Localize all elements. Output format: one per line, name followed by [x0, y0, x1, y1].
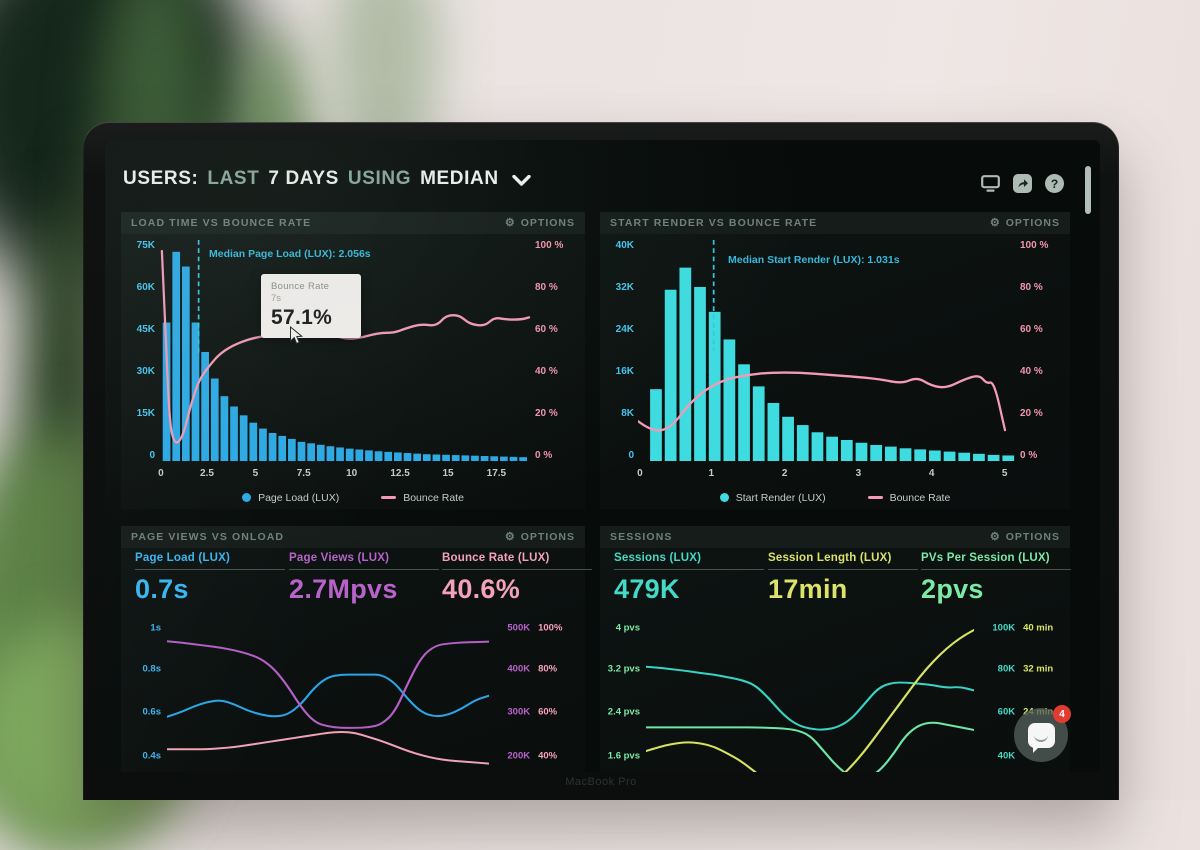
y-axis-left: 40K 32K 24K 16K 8K 0 — [615, 240, 634, 461]
laptop: MacBook Pro USERS: LAST 7 DAYS USING MED… — [83, 122, 1119, 800]
metric-session-length: Session Length (LUX) 17min — [768, 552, 918, 605]
load-time-chart[interactable] — [159, 240, 531, 461]
median-annotation: Median Page Load (LUX): 2.056s — [209, 248, 371, 260]
panel-load-time-vs-bounce-rate: LOAD TIME VS BOUNCE RATE ⚙ OPTIONS 75K 60… — [121, 212, 585, 509]
options-label: OPTIONS — [1005, 531, 1060, 543]
legend-page-load[interactable]: Page Load (LUX) — [242, 492, 339, 504]
options-label: OPTIONS — [520, 217, 575, 229]
gear-icon: ⚙ — [504, 530, 516, 543]
y-axis-left: 1s 0.8s 0.6s 0.4s — [142, 622, 162, 762]
panel-title: PAGE VIEWS VS ONLOAD — [131, 531, 285, 543]
metric-pvs-per-session: PVs Per Session (LUX) 2pvs — [921, 552, 1071, 605]
laptop-brand-text: MacBook Pro — [565, 776, 637, 788]
mouse-cursor-icon — [290, 326, 304, 345]
panel-page-views-vs-onload: PAGE VIEWS VS ONLOAD ⚙ OPTIONS Page Load… — [121, 526, 592, 772]
chat-bubble-icon — [1027, 722, 1055, 753]
sessions-chart[interactable] — [646, 622, 974, 772]
median-annotation: Median Start Render (LUX): 1.031s — [728, 254, 900, 266]
panel-start-render-vs-bounce-rate: START RENDER VS BOUNCE RATE ⚙ OPTIONS 40… — [600, 212, 1070, 509]
options-button[interactable]: ⚙ OPTIONS — [990, 217, 1060, 229]
page-views-onload-chart[interactable] — [167, 622, 489, 772]
metric-page-views: Page Views (LUX) 2.7Mpvs — [289, 552, 439, 605]
metric-page-load: Page Load (LUX) 0.7s — [135, 552, 285, 605]
panel-title: SESSIONS — [610, 531, 673, 543]
options-button[interactable]: ⚙ OPTIONS — [505, 531, 575, 543]
x-axis: 0 1 2 3 4 5 — [637, 468, 1008, 479]
gear-icon: ⚙ — [989, 530, 1001, 543]
header-last: LAST — [207, 168, 260, 189]
y-axis-right: 500K 100% 400K 80% 300K 60% 200K 40% — [507, 622, 563, 762]
panel-title: LOAD TIME VS BOUNCE RATE — [131, 217, 312, 229]
legend-bounce-rate[interactable]: Bounce Rate — [381, 492, 464, 504]
x-axis: 0 2.5 5 7.5 10 12.5 15 17.5 — [158, 468, 507, 479]
chevron-down-icon — [511, 175, 531, 186]
y-axis-right: 100 % 80 % 60 % 40 % 20 % 0 % — [1020, 240, 1049, 461]
header-median: MEDIAN — [420, 168, 499, 189]
display-icon[interactable] — [981, 174, 1000, 193]
timeframe-selector[interactable]: USERS: LAST 7 DAYS USING MEDIAN — [123, 168, 531, 190]
options-label: OPTIONS — [1005, 217, 1060, 229]
dashboard-grid: LOAD TIME VS BOUNCE RATE ⚙ OPTIONS 75K 60… — [121, 212, 1071, 772]
chart-tooltip: Bounce Rate 7s 57.1% — [261, 274, 361, 338]
panel-sessions: SESSIONS ⚙ OPTIONS Sessions (LUX) 479K S… — [600, 526, 1071, 772]
start-render-chart[interactable] — [638, 240, 1016, 461]
gear-icon: ⚙ — [989, 216, 1001, 229]
legend-start-render[interactable]: Start Render (LUX) — [719, 492, 826, 504]
y-axis-right: 100 % 80 % 60 % 40 % 20 % 0 % — [535, 240, 564, 461]
header-days: 7 DAYS — [268, 168, 339, 189]
panel-title: START RENDER VS BOUNCE RATE — [610, 217, 818, 229]
y-axis-left: 4 pvs 3.2 pvs 2.4 pvs 1.6 pvs — [607, 622, 640, 762]
metric-sessions: Sessions (LUX) 479K — [614, 552, 764, 605]
header-users: USERS: — [123, 168, 199, 189]
header-using: USING — [347, 168, 412, 189]
notification-badge: 4 — [1053, 705, 1071, 723]
y-axis-left: 75K 60K 45K 30K 15K 0 — [136, 240, 155, 461]
legend-bounce-rate[interactable]: Bounce Rate — [867, 492, 950, 504]
options-button[interactable]: ⚙ OPTIONS — [990, 531, 1060, 543]
metric-bounce-rate: Bounce Rate (LUX) 40.6% — [442, 552, 592, 605]
laptop-screen: USERS: LAST 7 DAYS USING MEDIAN ? — [105, 140, 1100, 772]
scrollbar-thumb[interactable] — [1085, 166, 1091, 214]
gear-icon: ⚙ — [504, 216, 516, 229]
options-button[interactable]: ⚙ OPTIONS — [505, 217, 575, 229]
options-label: OPTIONS — [520, 531, 575, 543]
share-icon[interactable] — [1013, 174, 1032, 193]
chat-widget-button[interactable]: 4 — [1014, 705, 1071, 762]
help-icon[interactable]: ? — [1045, 174, 1064, 193]
